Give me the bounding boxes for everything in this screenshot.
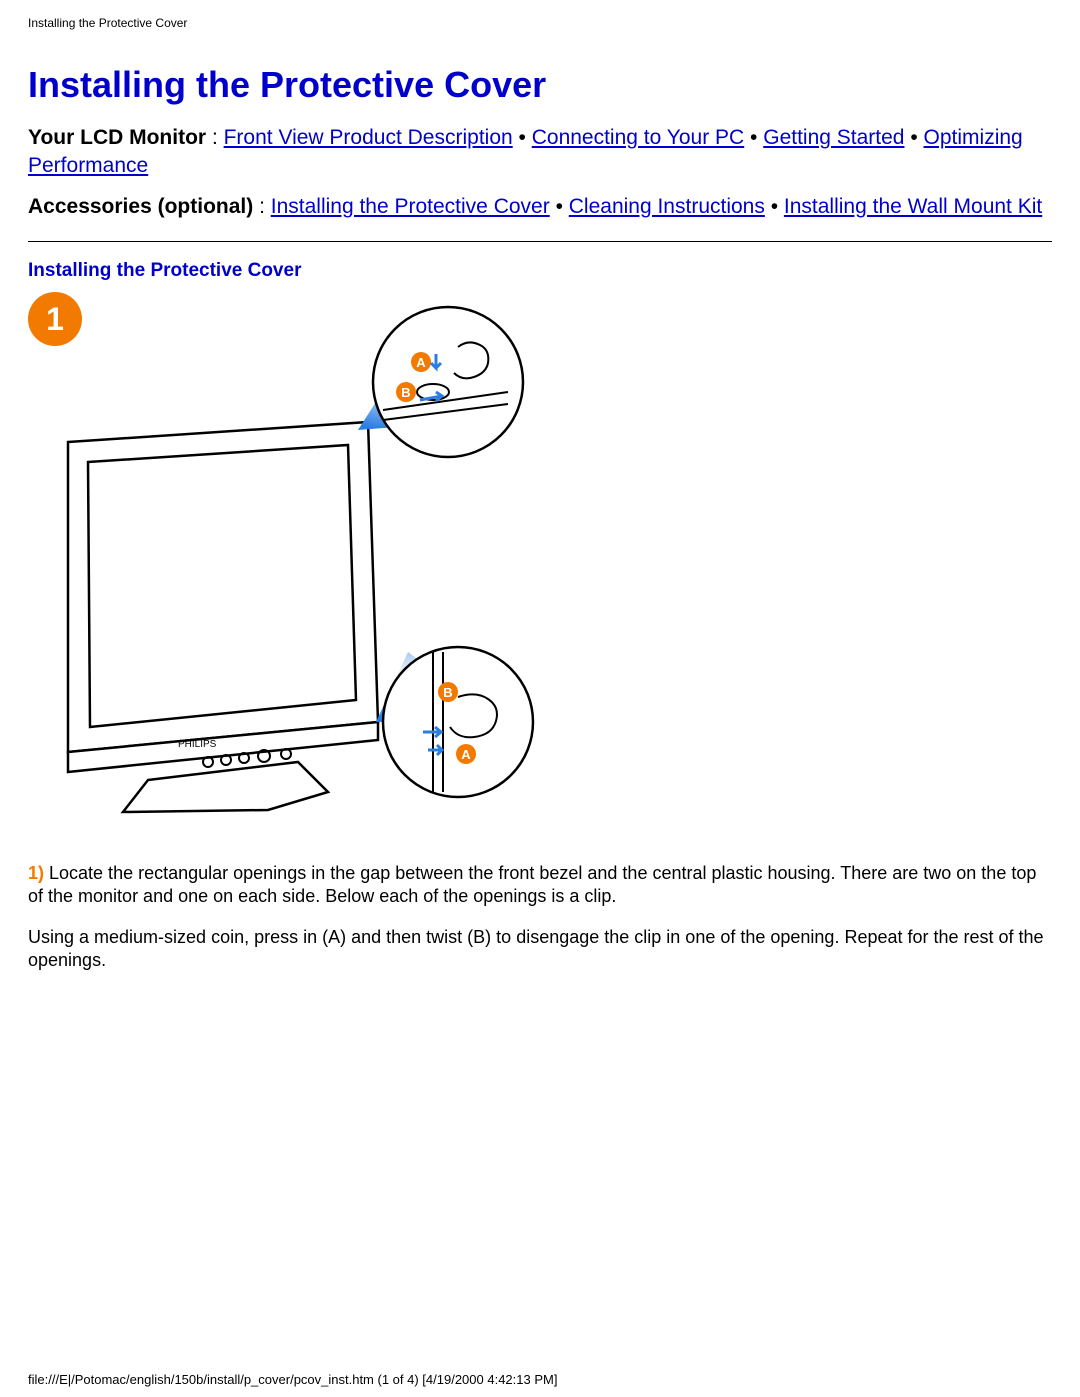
link-install-cover[interactable]: Installing the Protective Cover <box>271 195 550 218</box>
step-1-continued: Using a medium-sized coin, press in (A) … <box>28 926 1052 972</box>
step-1-text: 1) Locate the rectangular openings in th… <box>28 862 1052 908</box>
section-title: Installing the Protective Cover <box>28 260 1052 282</box>
link-cleaning[interactable]: Cleaning Instructions <box>569 195 765 218</box>
page-footer: file:///E|/Potomac/english/150b/install/… <box>0 1366 1080 1397</box>
step-figure: 1 <box>28 292 548 832</box>
step-1-number: 1) <box>28 863 44 883</box>
monitor-illustration: PHILIPS A B <box>28 292 548 832</box>
breadcrumb: Installing the Protective Cover <box>28 12 1052 40</box>
marker-a-bottom: A <box>461 747 471 762</box>
nav-lcd-label: Your LCD Monitor <box>28 126 206 149</box>
nav-accessories-label: Accessories (optional) <box>28 195 253 218</box>
nav-lcd-monitor: Your LCD Monitor : Front View Product De… <box>28 124 1052 181</box>
step-badge: 1 <box>28 292 82 346</box>
nav-accessories: Accessories (optional) : Installing the … <box>28 193 1052 221</box>
link-connecting-pc[interactable]: Connecting to Your PC <box>532 126 744 149</box>
link-wall-mount[interactable]: Installing the Wall Mount Kit <box>784 195 1042 218</box>
link-front-view[interactable]: Front View Product Description <box>224 126 513 149</box>
page-title: Installing the Protective Cover <box>28 64 1052 106</box>
marker-a-top: A <box>416 355 426 370</box>
brand-label: PHILIPS <box>178 739 217 750</box>
step-1-body: Locate the rectangular openings in the g… <box>28 863 1036 906</box>
link-getting-started[interactable]: Getting Started <box>763 126 904 149</box>
marker-b-bottom: B <box>443 685 452 700</box>
separator <box>28 241 1052 242</box>
marker-b-top: B <box>401 385 410 400</box>
